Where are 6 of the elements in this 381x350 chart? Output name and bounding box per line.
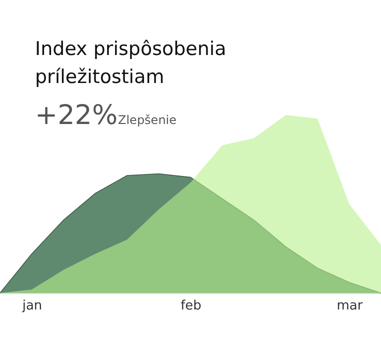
x-tick-label: feb xyxy=(180,298,202,314)
annotation: +22% xyxy=(35,100,118,131)
annotation: Zlepšenie xyxy=(118,113,177,127)
x-tick-label: mar xyxy=(336,298,364,314)
chart-title: Index prispôsobenia príležitostiam xyxy=(35,38,226,88)
x-tick-label: jan xyxy=(21,298,42,314)
